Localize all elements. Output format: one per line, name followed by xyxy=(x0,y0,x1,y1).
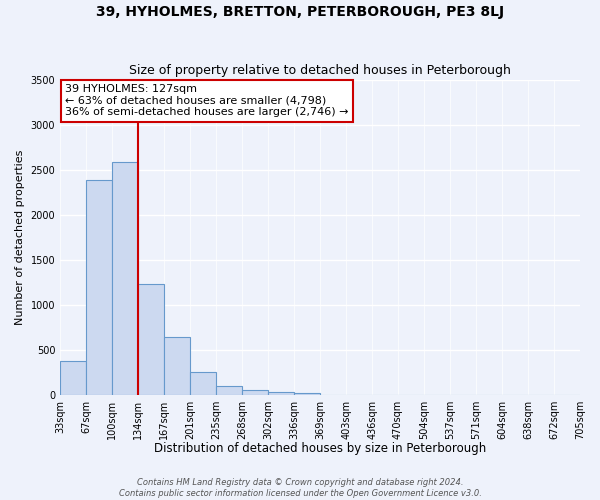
Bar xyxy=(60,360,86,395)
Bar xyxy=(164,338,190,395)
Bar xyxy=(294,393,320,395)
Title: Size of property relative to detached houses in Peterborough: Size of property relative to detached ho… xyxy=(129,64,511,77)
Text: 39, HYHOLMES, BRETTON, PETERBOROUGH, PE3 8LJ: 39, HYHOLMES, BRETTON, PETERBOROUGH, PE3… xyxy=(96,5,504,19)
Bar xyxy=(112,162,138,395)
Bar xyxy=(242,390,268,395)
Text: 39 HYHOLMES: 127sqm
← 63% of detached houses are smaller (4,798)
36% of semi-det: 39 HYHOLMES: 127sqm ← 63% of detached ho… xyxy=(65,84,349,117)
Bar xyxy=(268,392,294,395)
Text: Contains HM Land Registry data © Crown copyright and database right 2024.
Contai: Contains HM Land Registry data © Crown c… xyxy=(119,478,481,498)
X-axis label: Distribution of detached houses by size in Peterborough: Distribution of detached houses by size … xyxy=(154,442,486,455)
Bar xyxy=(216,386,242,395)
Bar xyxy=(138,284,164,395)
Bar xyxy=(190,372,216,395)
Y-axis label: Number of detached properties: Number of detached properties xyxy=(15,150,25,325)
Bar xyxy=(86,180,112,395)
